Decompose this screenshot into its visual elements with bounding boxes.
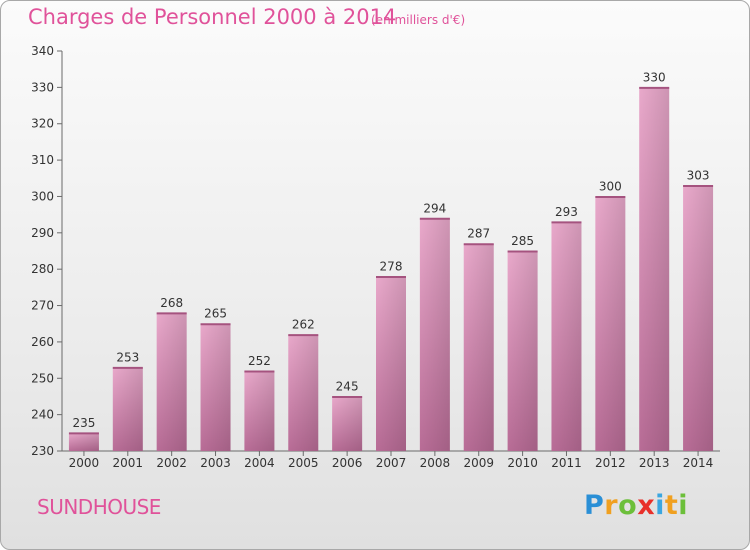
x-tick-label: 2013 bbox=[639, 456, 670, 470]
x-tick-label: 2008 bbox=[420, 456, 451, 470]
x-tick-label: 2014 bbox=[683, 456, 714, 470]
logo-letter: P bbox=[584, 490, 605, 521]
bar-shade bbox=[639, 87, 670, 451]
y-tick-label: 230 bbox=[31, 444, 54, 458]
x-tick-label: 2010 bbox=[507, 456, 538, 470]
x-tick-label: 2012 bbox=[595, 456, 626, 470]
bar-shade bbox=[683, 185, 714, 451]
data-label: 300 bbox=[599, 179, 622, 193]
logo-letter: i bbox=[678, 490, 689, 521]
data-label: 303 bbox=[687, 169, 710, 183]
bar-shade bbox=[244, 371, 275, 451]
bar-shade bbox=[288, 334, 319, 451]
data-label: 287 bbox=[467, 227, 490, 241]
y-tick-label: 250 bbox=[31, 371, 54, 385]
y-tick-label: 270 bbox=[31, 299, 54, 313]
x-tick-label: 2009 bbox=[463, 456, 494, 470]
bar-shade bbox=[332, 396, 363, 451]
data-label: 253 bbox=[116, 350, 139, 364]
bar-shade bbox=[419, 218, 450, 451]
data-label: 330 bbox=[643, 70, 666, 84]
bar-shade bbox=[463, 243, 494, 451]
proxiti-logo: Proxiti bbox=[584, 490, 688, 521]
bar-shade bbox=[551, 221, 582, 451]
data-label: 285 bbox=[511, 234, 534, 248]
x-tick-label: 2011 bbox=[551, 456, 582, 470]
bar-shade bbox=[507, 251, 538, 451]
x-tick-label: 2005 bbox=[288, 456, 319, 470]
data-label: 294 bbox=[423, 201, 446, 215]
logo-letter: t bbox=[664, 490, 679, 521]
y-tick-label: 310 bbox=[31, 153, 54, 167]
x-tick-label: 2001 bbox=[113, 456, 144, 470]
data-label: 245 bbox=[336, 379, 359, 393]
data-label: 293 bbox=[555, 205, 578, 219]
x-tick-label: 2006 bbox=[332, 456, 363, 470]
data-label: 235 bbox=[72, 416, 95, 430]
x-tick-label: 2007 bbox=[376, 456, 407, 470]
chart-subtitle: (en milliers d'€) bbox=[371, 13, 466, 27]
y-tick-label: 290 bbox=[31, 226, 54, 240]
y-tick-label: 260 bbox=[31, 335, 54, 349]
y-tick-label: 340 bbox=[31, 44, 54, 58]
data-label: 265 bbox=[204, 307, 227, 321]
y-tick-label: 330 bbox=[31, 80, 54, 94]
y-tick-label: 240 bbox=[31, 408, 54, 422]
chart-title: Charges de Personnel 2000 à 2014 bbox=[28, 5, 397, 29]
bar-shade bbox=[68, 432, 99, 451]
data-label: 252 bbox=[248, 354, 271, 368]
y-tick-label: 320 bbox=[31, 117, 54, 131]
logo-letter: o bbox=[618, 490, 638, 521]
logo-letter: i bbox=[655, 490, 665, 521]
x-tick-label: 2000 bbox=[69, 456, 100, 470]
y-tick-label: 300 bbox=[31, 189, 54, 203]
commune-name: SUNDHOUSE bbox=[37, 495, 161, 519]
x-tick-label: 2003 bbox=[200, 456, 231, 470]
data-label: 262 bbox=[292, 318, 315, 332]
x-tick-label: 2002 bbox=[156, 456, 187, 470]
logo-letter: x bbox=[637, 490, 656, 521]
bar-shade bbox=[595, 196, 626, 451]
data-label: 278 bbox=[380, 259, 403, 273]
logo-letter: r bbox=[604, 490, 619, 521]
bar-shade bbox=[156, 312, 187, 451]
bar-shade bbox=[200, 323, 231, 451]
data-label: 268 bbox=[160, 296, 183, 310]
y-tick-label: 280 bbox=[31, 262, 54, 276]
bar-shade bbox=[376, 276, 406, 451]
x-tick-label: 2004 bbox=[244, 456, 275, 470]
bar-shade bbox=[112, 367, 143, 451]
